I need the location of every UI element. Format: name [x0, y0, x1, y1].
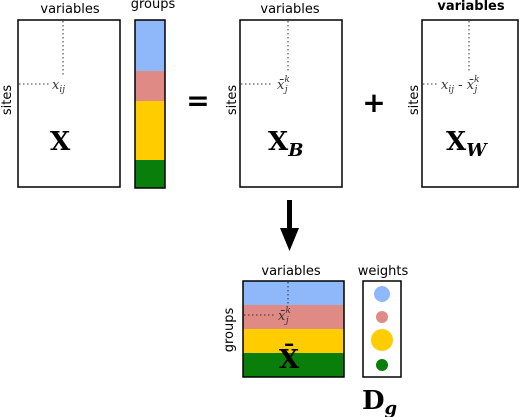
matrix-xb-symbol: XB	[268, 127, 303, 161]
matrix-xw-frame	[421, 19, 519, 188]
variables-label-xb: variables	[260, 2, 319, 17]
matrix-x: variables sites xij X	[0, 2, 121, 188]
sites-label-xw: sites	[407, 85, 422, 115]
element-xbar-jk-xbar: x̄k j	[278, 306, 291, 326]
weight-pink	[376, 311, 388, 323]
matrix-xbar: variables groups x̄k j X̄	[222, 264, 345, 378]
matrix-xb-frame	[239, 19, 343, 188]
element-xij-minus-xbar: xij - x̄k j	[441, 75, 480, 95]
groups-label: groups	[131, 0, 176, 12]
group-blue	[135, 20, 165, 71]
weights-dg: weights Dg	[358, 264, 409, 417]
element-xij: xij	[52, 78, 65, 95]
group-green	[135, 160, 165, 188]
matrix-xw: variables sites xij - x̄k j XW	[407, 0, 519, 188]
xbar-row-yellow	[243, 329, 344, 353]
matrix-x-frame	[17, 19, 121, 188]
groups-bar: groups	[131, 0, 176, 189]
matrix-xb: variables sites x̄k j XB	[225, 2, 343, 188]
group-pink	[135, 71, 165, 101]
equals-sign: =	[186, 84, 209, 117]
weight-blue	[374, 286, 390, 302]
down-arrow-icon	[280, 200, 299, 251]
variables-label-xbar: variables	[261, 264, 320, 279]
group-yellow	[135, 101, 165, 160]
variables-label-x: variables	[40, 2, 99, 17]
matrix-xbar-frame	[242, 280, 345, 378]
xbar-row-green	[243, 353, 344, 377]
groups-bar-frame	[134, 19, 166, 189]
weights-frame	[362, 280, 402, 378]
plus-sign: +	[362, 86, 385, 119]
xbar-row-pink	[243, 305, 344, 329]
weights-label: weights	[358, 264, 409, 279]
groups-label-xbar: groups	[222, 308, 237, 353]
matrix-dg-symbol: Dg	[362, 386, 397, 417]
matrix-xw-symbol: XW	[446, 127, 488, 161]
matrix-x-symbol: X	[50, 127, 71, 157]
xbar-row-blue	[243, 281, 344, 305]
weight-yellow	[371, 329, 393, 351]
weight-green	[376, 359, 388, 371]
element-xbar-jk-xb: x̄k j	[277, 75, 290, 95]
sites-label-xb: sites	[225, 85, 240, 115]
matrix-xbar-symbol: X̄	[279, 343, 300, 375]
sites-label-x: sites	[0, 85, 15, 115]
variables-label-xw: variables	[437, 0, 504, 14]
